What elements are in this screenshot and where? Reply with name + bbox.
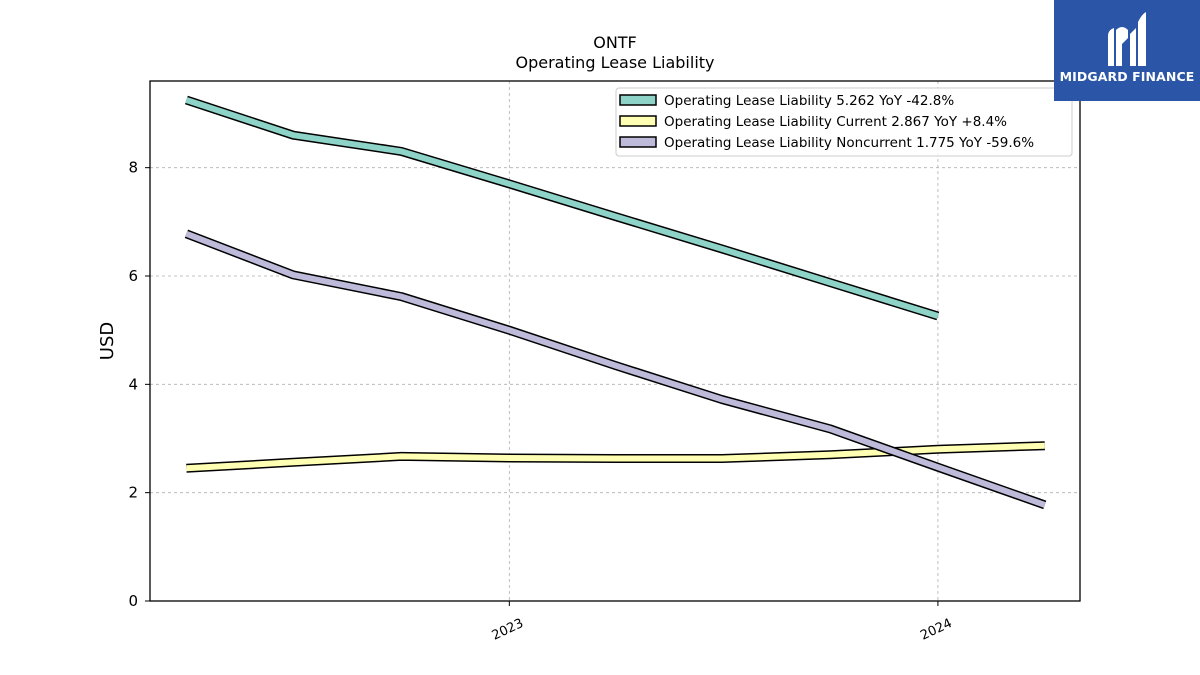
y-axis-label: USD bbox=[97, 322, 118, 360]
series-line bbox=[185, 97, 939, 319]
logo-text: MIDGARD FINANCE bbox=[1059, 69, 1195, 84]
y-tick-label: 8 bbox=[128, 159, 138, 177]
y-tick-label: 2 bbox=[128, 484, 138, 502]
x-tick-label: 2023 bbox=[490, 616, 526, 644]
axes: 0 2 4 6 8 2023 2024 bbox=[128, 159, 954, 644]
y-tick-label: 4 bbox=[128, 375, 138, 393]
legend-label: Operating Lease Liability 5.262 YoY -42.… bbox=[664, 93, 954, 109]
x-tick-label: 2024 bbox=[918, 616, 954, 644]
chart-subtitle: Operating Lease Liability bbox=[515, 53, 714, 72]
chart-title: ONTF bbox=[593, 33, 637, 52]
legend-swatch bbox=[619, 115, 657, 127]
grid-lines bbox=[150, 81, 1080, 601]
legend-label: Operating Lease Liability Noncurrent 1.7… bbox=[664, 135, 1034, 151]
legend-swatch bbox=[619, 136, 657, 148]
plot-frame bbox=[149, 80, 1081, 602]
legend-label: Operating Lease Liability Current 2.867 … bbox=[664, 114, 1007, 130]
y-tick-label: 0 bbox=[128, 592, 138, 610]
midgard-logo-icon bbox=[1108, 12, 1146, 66]
series-line bbox=[185, 230, 1046, 508]
series-lines bbox=[184, 95, 1047, 510]
brand-logo: MIDGARD FINANCE bbox=[1054, 0, 1200, 101]
legend-box bbox=[615, 87, 1073, 157]
legend-swatch bbox=[619, 94, 657, 106]
y-tick-label: 6 bbox=[128, 267, 138, 285]
legend: Operating Lease Liability 5.262 YoY -42.… bbox=[615, 87, 1073, 157]
